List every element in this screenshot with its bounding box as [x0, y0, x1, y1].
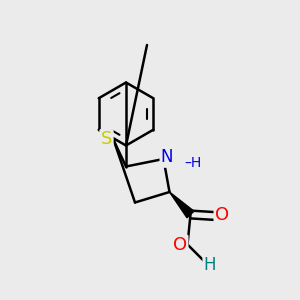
Polygon shape	[169, 192, 194, 218]
Text: O: O	[173, 236, 187, 254]
Text: –H: –H	[184, 156, 201, 170]
Text: S: S	[101, 130, 112, 148]
Text: O: O	[215, 206, 229, 224]
Text: H: H	[204, 256, 216, 274]
Text: N: N	[161, 148, 173, 166]
